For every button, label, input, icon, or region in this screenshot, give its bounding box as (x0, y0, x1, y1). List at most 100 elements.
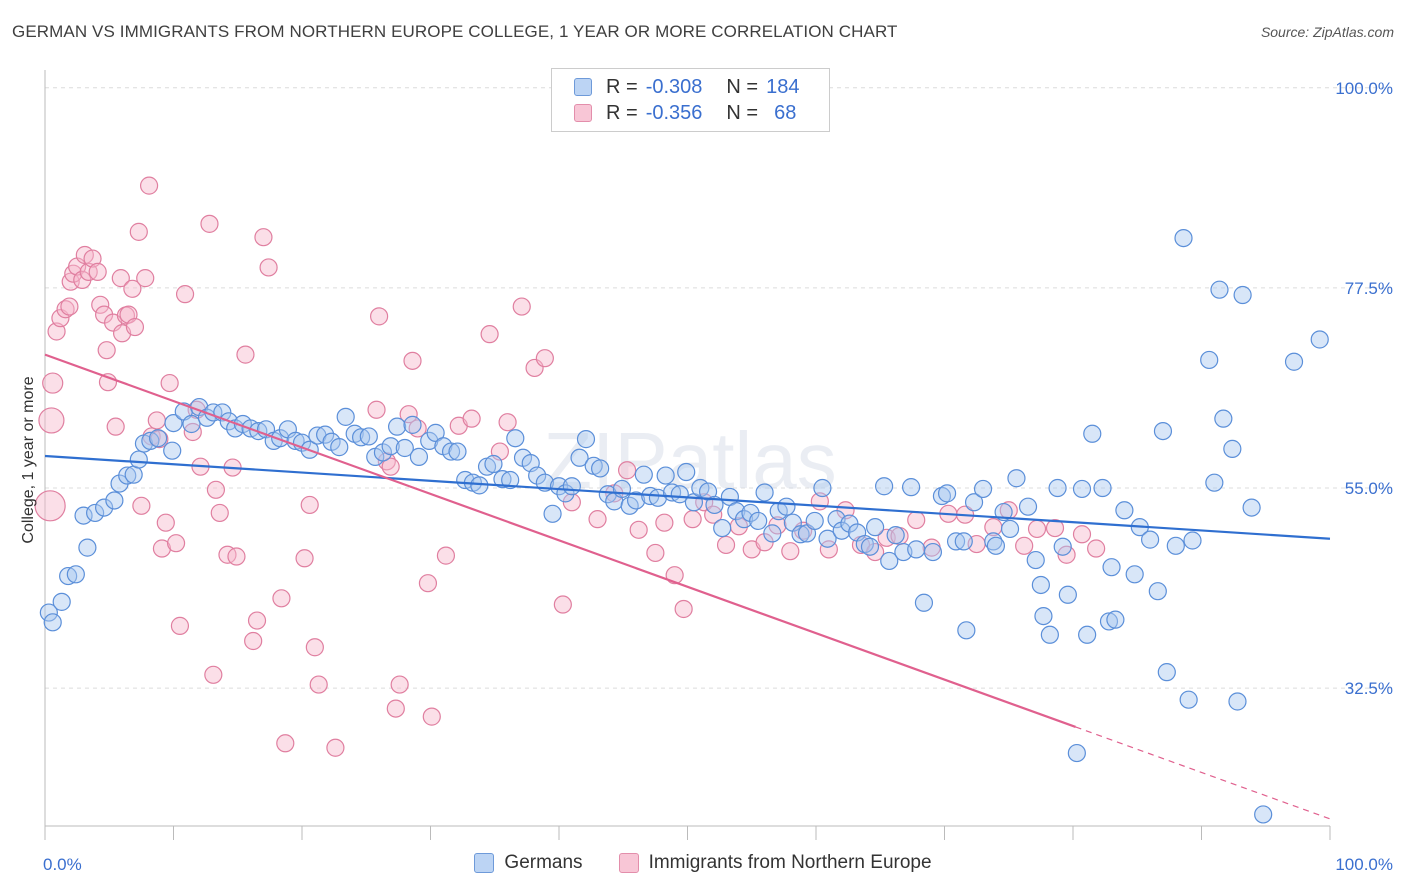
data-point-immigrants (244, 631, 263, 651)
data-point-germans (387, 417, 407, 436)
data-point-germans (713, 518, 732, 538)
data-point-germans (528, 466, 547, 485)
legend-swatch-germans (474, 853, 495, 873)
data-point-germans (648, 488, 668, 507)
data-point-germans (39, 603, 58, 622)
data-point-germans (1210, 280, 1229, 299)
data-point-germans (409, 447, 429, 466)
data-point-germans (1140, 530, 1160, 549)
data-point-immigrants (206, 480, 226, 499)
data-point-immigrants (553, 595, 572, 614)
data-point-germans (78, 538, 97, 557)
data-point-immigrants (106, 417, 125, 436)
data-point-germans (1106, 610, 1125, 629)
data-point-germans (1072, 479, 1092, 499)
data-point-germans (105, 491, 124, 510)
data-point-immigrants (309, 675, 328, 694)
data-point-germans (1174, 228, 1193, 248)
data-point-germans (1157, 663, 1176, 682)
data-point-immigrants (1072, 525, 1092, 544)
data-point-immigrants (399, 405, 418, 424)
data-point-germans (1284, 352, 1304, 371)
data-point-germans (336, 407, 355, 426)
data-point-immigrants (535, 349, 554, 368)
tick-labels: 32.5% 55.0% 77.5% 100.0% 0.0% 100.0% (43, 79, 1393, 874)
data-point-germans (1183, 531, 1202, 550)
data-point-germans (52, 592, 71, 611)
data-point-immigrants (618, 461, 637, 480)
data-point-immigrants (683, 510, 702, 529)
data-point-germans (1115, 501, 1134, 520)
data-point-immigrants (129, 222, 148, 241)
data-point-germans (484, 454, 503, 474)
data-point-immigrants (370, 307, 389, 326)
data-point-germans (763, 524, 782, 543)
trend-lines (44, 353, 1331, 820)
data-point-germans (1153, 422, 1173, 441)
y-axis-label: College, 1 year or more (20, 376, 37, 544)
y-tick-label: 32.5% (1345, 679, 1393, 698)
data-point-immigrants (326, 738, 345, 757)
data-point-germans (937, 484, 957, 503)
data-point-germans (1026, 550, 1045, 570)
source-label: Source: ZipAtlas.com (1260, 24, 1394, 40)
data-point-immigrants (38, 407, 65, 434)
legend-swatch-immigrants (618, 853, 639, 873)
data-point-immigrants (218, 545, 237, 564)
data-point-germans (1093, 478, 1112, 498)
data-point-immigrants (83, 249, 102, 268)
data-point-germans (403, 415, 422, 434)
data-point-immigrants (88, 262, 107, 281)
data-point-germans (576, 430, 596, 449)
data-point-germans (670, 485, 689, 504)
data-point-germans (1083, 424, 1102, 443)
data-point-germans (901, 478, 921, 497)
data-point-immigrants (305, 638, 324, 657)
data-point-germans (1148, 582, 1167, 601)
data-point-germans (1179, 690, 1198, 709)
data-point-immigrants (655, 513, 674, 532)
series-immigrants-points (34, 176, 1106, 757)
data-point-germans (441, 442, 461, 461)
data-point-immigrants (390, 675, 409, 694)
data-point-germans (448, 442, 467, 461)
data-point-immigrants (200, 214, 219, 233)
grid-lines (45, 87, 1392, 689)
y-tick-label: 77.5% (1345, 279, 1393, 298)
data-point-germans (1078, 625, 1097, 644)
data-point-germans (1102, 558, 1121, 577)
data-point-immigrants (139, 176, 159, 195)
data-point-immigrants (716, 535, 736, 555)
data-point-germans (1053, 537, 1072, 556)
legend-item-immigrants: Immigrants from Northern Europe (618, 852, 932, 874)
legend-n-label: N = (726, 101, 759, 124)
data-point-immigrants (91, 295, 110, 314)
data-point-germans (1099, 612, 1119, 631)
data-point-immigrants (436, 546, 456, 565)
data-point-immigrants (236, 345, 255, 364)
data-point-germans (43, 613, 62, 632)
data-point-immigrants (170, 616, 190, 635)
data-point-immigrants (462, 409, 481, 428)
data-point-immigrants (418, 574, 438, 593)
data-point-germans (1310, 330, 1329, 349)
data-point-germans (501, 470, 520, 490)
data-point-immigrants (1015, 536, 1034, 555)
data-point-germans (875, 477, 894, 496)
series-legend: Germans Immigrants from Northern Europe (0, 852, 1406, 874)
data-point-immigrants (276, 734, 295, 753)
data-point-germans (656, 466, 675, 485)
data-point-immigrants (152, 539, 172, 558)
x-tick-label: 100.0% (1335, 855, 1393, 874)
x-tick-label: 0.0% (43, 855, 82, 874)
data-point-germans (493, 470, 512, 489)
data-point-germans (1200, 350, 1219, 370)
data-point-immigrants (300, 495, 319, 515)
legend-label-germans: Germans (504, 852, 583, 873)
data-point-immigrants (210, 503, 229, 523)
data-point-germans (1040, 625, 1059, 644)
data-point-germans (705, 495, 724, 515)
data-point-germans (59, 566, 78, 586)
data-point-germans (1166, 536, 1185, 555)
data-point-immigrants (381, 457, 400, 476)
